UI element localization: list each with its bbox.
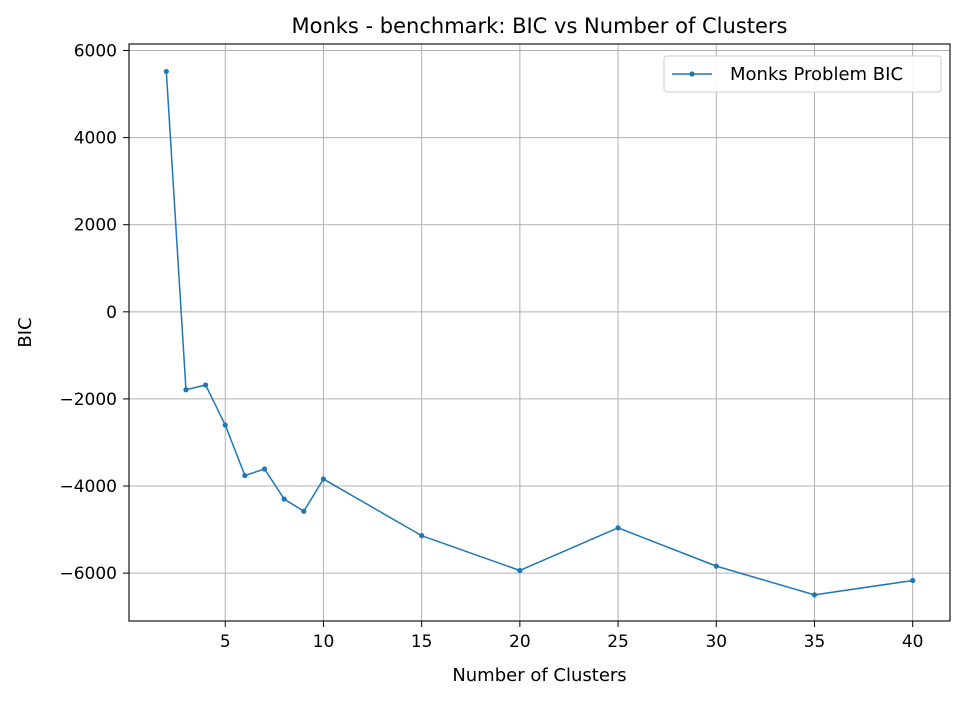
y-tick-label: 0	[106, 303, 117, 323]
x-tick-label: 30	[705, 632, 727, 652]
data-point-marker	[203, 382, 209, 388]
legend: Monks Problem BIC	[663, 55, 942, 93]
legend-marker-sample	[689, 71, 695, 77]
data-point-marker	[910, 577, 916, 584]
y-tick-label: −2000	[59, 390, 117, 410]
data-point-marker	[261, 466, 268, 472]
data-point-marker	[183, 387, 189, 393]
y-axis-label: BIC	[15, 317, 36, 347]
series-layer	[163, 68, 916, 598]
y-tick-label: 2000	[74, 216, 117, 236]
x-tick-label: 20	[509, 632, 531, 652]
data-point-marker	[163, 68, 169, 75]
axis-ticks: 5 10 15 20 25 30 35 40 −6000 −4000 −2000 0 2000 4000 6…	[59, 42, 923, 652]
data-point-marker	[615, 525, 621, 531]
x-tick-label: 25	[607, 632, 629, 652]
data-point-marker	[811, 592, 818, 598]
legend-box	[663, 55, 942, 93]
data-point-marker	[242, 472, 248, 479]
x-axis-label: Number of Clusters	[452, 665, 626, 686]
legend-entry-label: Monks Problem BIC	[730, 64, 903, 85]
data-point-marker	[301, 508, 307, 514]
data-point-marker	[713, 563, 719, 569]
data-point-marker	[517, 567, 523, 574]
data-point-marker	[320, 476, 327, 482]
plot-frame	[128, 43, 951, 622]
data-point-marker	[281, 496, 287, 502]
x-tick-label: 10	[313, 632, 335, 652]
x-tick-label: 15	[411, 632, 433, 652]
y-tick-label: −6000	[59, 564, 117, 584]
data-point-marker	[222, 422, 228, 428]
x-tick-label: 35	[804, 632, 826, 652]
x-tick-label: 5	[220, 632, 231, 652]
y-tick-label: −4000	[59, 477, 117, 497]
grid-lines	[129, 44, 950, 621]
x-tick-label: 40	[902, 632, 924, 652]
data-point-marker	[419, 533, 425, 539]
chart-title: Monks - benchmark: BIC vs Number of Clus…	[291, 14, 787, 38]
y-tick-label: 6000	[74, 42, 117, 62]
y-tick-label: 4000	[74, 129, 117, 149]
